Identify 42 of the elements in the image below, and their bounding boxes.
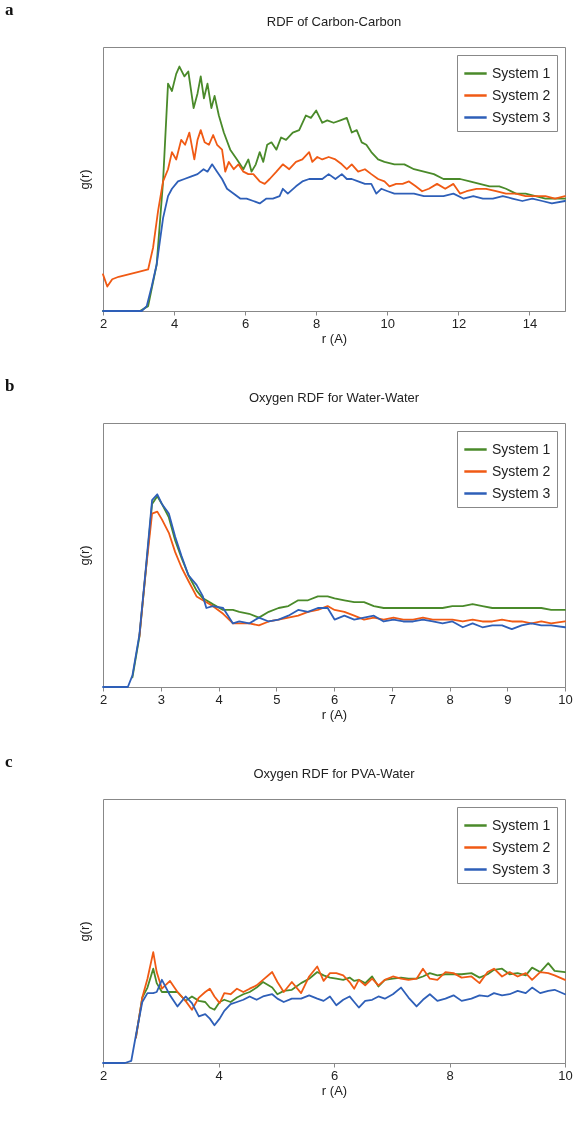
legend-label: System 1: [492, 64, 551, 81]
x-tick-label: 2: [99, 315, 108, 331]
x-tick-label: 3: [157, 691, 165, 707]
x-tick-label: 4: [215, 691, 223, 707]
x-tick-label: 9: [504, 691, 512, 707]
x-tick-label: 8: [446, 1067, 454, 1083]
x-tick-label: 2: [99, 1067, 108, 1083]
x-tick-label: 6: [330, 691, 339, 707]
y-axis-title: g(r): [76, 545, 92, 566]
chart-title: Oxygen RDF for PVA-Water: [253, 766, 416, 781]
text: c: [5, 752, 13, 771]
x-tick-label: 12: [451, 315, 467, 331]
y-axis-title: g(r): [76, 921, 92, 942]
x-tick-label: 8: [313, 315, 321, 331]
legend-label: System 3: [492, 108, 551, 125]
legend-label: System 3: [492, 860, 551, 877]
text: b: [5, 376, 15, 395]
x-axis-title: r (A): [321, 330, 348, 346]
x-tick-label: 8: [446, 691, 454, 707]
text: a: [5, 0, 14, 19]
x-tick-label: 7: [388, 691, 396, 707]
chart-title: RDF of Carbon-Carbon: [266, 14, 402, 29]
legend-label: System 2: [492, 462, 551, 479]
x-tick-label: 4: [170, 315, 179, 331]
x-tick-label: 10: [380, 315, 396, 331]
legend-label: System 2: [492, 86, 551, 103]
x-tick-label: 6: [242, 315, 250, 331]
x-tick-label: 6: [330, 1067, 339, 1083]
legend-label: System 1: [492, 440, 551, 457]
x-tick-label: 10: [558, 691, 573, 707]
legend-label: System 3: [492, 484, 551, 501]
x-tick-label: 2: [99, 691, 108, 707]
x-axis-title: r (A): [321, 1082, 348, 1098]
chart-title: Oxygen RDF for Water-Water: [248, 390, 420, 405]
x-tick-label: 10: [558, 1067, 573, 1083]
x-tick-label: 4: [215, 1067, 223, 1083]
x-tick-label: 5: [273, 691, 281, 707]
y-axis-title: g(r): [76, 169, 92, 190]
legend-label: System 1: [492, 816, 551, 833]
legend-label: System 2: [492, 838, 551, 855]
x-tick-label: 14: [522, 315, 538, 331]
x-axis-title: r (A): [321, 706, 348, 722]
